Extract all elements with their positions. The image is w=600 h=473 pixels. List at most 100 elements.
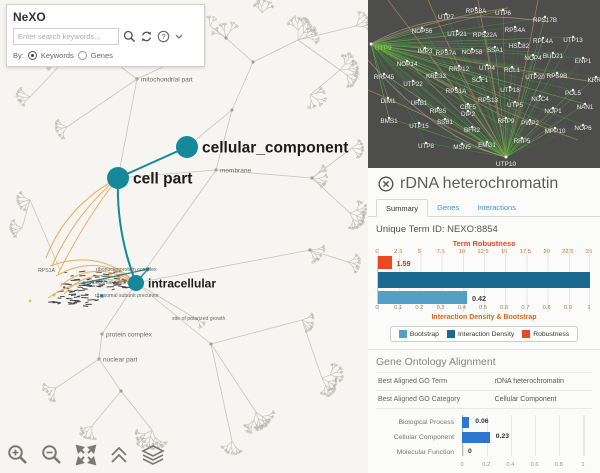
gene-node[interactable] — [444, 48, 448, 52]
gene-node-label[interactable]: RPS5 — [430, 108, 447, 115]
gene-node[interactable] — [513, 100, 517, 104]
gene-node-label[interactable]: CBF5 — [460, 104, 477, 111]
radio-keywords[interactable] — [27, 51, 37, 60]
gene-node[interactable] — [520, 136, 524, 140]
gene-node-label[interactable]: RCL1 — [504, 67, 521, 74]
gene-node[interactable] — [486, 95, 490, 99]
search-icon[interactable] — [123, 30, 136, 43]
collapse-chevron-icon[interactable] — [174, 32, 184, 42]
gene-node-label[interactable]: NOC4 — [531, 96, 549, 103]
ontology-node[interactable] — [100, 332, 104, 336]
gene-node-label[interactable]: RRP9 — [498, 118, 515, 125]
gene-node[interactable] — [386, 96, 390, 100]
gene-node[interactable] — [420, 26, 424, 30]
close-icon[interactable] — [378, 176, 394, 192]
gene-network-panel[interactable]: RPS8A UTP6 UTP7 RPS17B NOP56 UTP21 RPS22A RPS4A… — [368, 0, 600, 168]
gene-node[interactable] — [551, 51, 555, 55]
gene-node[interactable] — [411, 79, 415, 83]
ontology-term-label[interactable]: cellular_component — [202, 140, 348, 157]
gene-node-label[interactable]: BFR2 — [464, 127, 481, 134]
gene-node[interactable] — [517, 41, 521, 45]
gene-node-label[interactable]: URB1 — [411, 100, 428, 107]
help-icon[interactable]: ? — [157, 30, 170, 43]
gene-node-label[interactable]: RPL4A — [533, 38, 554, 45]
gene-node-label[interactable]: UTP5 — [507, 102, 524, 109]
gene-node-label[interactable]: UTP15 — [409, 123, 429, 130]
gene-node[interactable] — [555, 71, 559, 75]
gene-node-label[interactable]: NAN1 — [577, 104, 594, 111]
gene-node-label[interactable]: RPS4A — [505, 27, 526, 34]
gene-node[interactable] — [583, 102, 587, 106]
gene-node[interactable] — [581, 123, 585, 127]
gene-node-label[interactable]: RPS13 — [478, 97, 498, 104]
tab-interactions[interactable]: Interactions — [477, 203, 516, 212]
tab-summary[interactable]: Summary — [376, 199, 429, 217]
gene-node[interactable] — [470, 125, 474, 129]
gene-node[interactable] — [553, 126, 557, 130]
gene-node[interactable] — [478, 75, 482, 79]
gene-node[interactable] — [466, 102, 470, 106]
gene-node[interactable] — [543, 15, 547, 19]
radio-genes[interactable] — [77, 51, 87, 60]
gene-node-label[interactable]: PWP2 — [521, 120, 539, 127]
zoom-in-icon[interactable] — [6, 443, 30, 467]
gene-node-label[interactable]: RPS9B — [547, 73, 568, 80]
gene-node[interactable] — [436, 106, 440, 110]
gene-node[interactable] — [533, 72, 537, 76]
gene-node[interactable] — [485, 140, 489, 144]
gene-node-label[interactable]: SOF1 — [472, 77, 489, 84]
gene-node[interactable] — [417, 121, 421, 125]
gene-node[interactable] — [455, 29, 459, 33]
search-input[interactable] — [13, 28, 119, 45]
fit-to-screen-icon[interactable] — [74, 443, 98, 467]
gene-node-label[interactable]: SSB1 — [437, 119, 454, 126]
gene-node-label[interactable]: NOP1 — [544, 108, 562, 115]
ontology-node[interactable] — [214, 168, 218, 172]
gene-node-label[interactable]: RPS17B — [533, 17, 557, 24]
gene-node[interactable] — [508, 85, 512, 89]
gene-node[interactable] — [493, 45, 497, 49]
gene-node-label[interactable]: UTP22 — [403, 81, 423, 88]
gene-node[interactable] — [513, 25, 517, 29]
gene-hub-label[interactable]: UTP9 — [375, 45, 392, 52]
gene-node-label[interactable]: HSC82 — [509, 43, 530, 50]
gene-node[interactable] — [387, 116, 391, 120]
radio-keywords-label[interactable]: Keywords — [40, 51, 74, 60]
gene-node[interactable] — [541, 36, 545, 40]
gene-node[interactable] — [382, 72, 386, 76]
gene-node[interactable] — [434, 71, 438, 75]
gene-node-label[interactable]: EMG1 — [478, 142, 496, 149]
gene-node[interactable] — [485, 63, 489, 67]
ontology-term-node[interactable] — [176, 136, 198, 158]
ontology-node[interactable] — [97, 357, 101, 361]
gene-node-label[interactable]: BMS1 — [380, 118, 398, 125]
gene-node[interactable] — [454, 86, 458, 90]
gene-node-label[interactable]: NOP4 — [524, 55, 542, 62]
gene-node-label[interactable]: SSA1 — [487, 47, 504, 54]
gene-node[interactable] — [443, 117, 447, 121]
ontology-canvas[interactable]: mitochondrial part membrane protein comple… — [0, 0, 368, 473]
ontology-network[interactable]: mitochondrial part membrane protein comple… — [0, 0, 368, 473]
gene-node[interactable] — [444, 12, 448, 16]
gene-node-label[interactable]: RPS7A — [436, 50, 457, 57]
gene-node-label[interactable]: NOP14 — [397, 61, 418, 68]
ontology-node[interactable] — [135, 77, 139, 81]
gene-node-label[interactable]: POL5 — [565, 90, 582, 97]
gene-node-label[interactable]: NOP56 — [412, 28, 433, 35]
gene-node-label[interactable]: UTP18 — [500, 87, 520, 94]
gene-node-label[interactable]: UTP7 — [438, 14, 455, 21]
gene-node-label[interactable]: UTP13 — [563, 37, 583, 44]
ontology-term-label[interactable]: cell part — [133, 171, 192, 188]
gene-node-label[interactable]: DIP2 — [461, 111, 475, 118]
gene-node[interactable] — [424, 141, 428, 145]
gene-node-label[interactable]: BUD21 — [543, 53, 564, 60]
gene-node-label[interactable]: RRP5 — [514, 138, 531, 145]
gene-node[interactable] — [460, 142, 464, 146]
zoom-out-icon[interactable] — [40, 443, 64, 467]
gene-node[interactable] — [551, 106, 555, 110]
gene-node-label[interactable]: NOP58 — [462, 49, 483, 56]
gene-node-label[interactable]: UTP20 — [525, 74, 545, 81]
gene-hub-label[interactable]: UTP10 — [496, 161, 517, 168]
gene-node[interactable] — [501, 8, 505, 12]
gene-node-label[interactable]: ENP1 — [575, 58, 592, 65]
